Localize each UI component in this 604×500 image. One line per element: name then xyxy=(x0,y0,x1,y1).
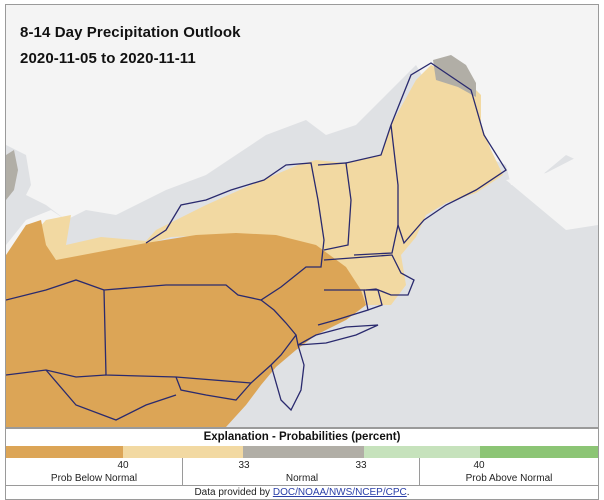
legend-divider xyxy=(419,458,420,485)
legend-tick-normal-high-33: 33 xyxy=(355,460,367,471)
legend-tick-below-40: 40 xyxy=(117,460,129,471)
legend-divider xyxy=(182,458,183,485)
legend-color-bar xyxy=(6,446,598,458)
region-below-33 xyxy=(28,65,503,305)
northeast-map-svg xyxy=(6,5,598,427)
legend-swatch-2 xyxy=(242,446,364,458)
legend-tick-normal-low-33: 33 xyxy=(238,460,250,471)
region-normal-west xyxy=(6,150,18,200)
legend-category-above: Prob Above Normal xyxy=(465,473,553,484)
legend: Explanation - Probabilities (percent) 40… xyxy=(5,428,599,500)
legend-tick-above-40: 40 xyxy=(473,460,485,471)
credit-link[interactable]: DOC/NOAA/NWS/NCEP/CPC xyxy=(272,487,407,498)
maritimes-land xyxy=(506,150,598,230)
credit-line: Data provided by DOC/NOAA/NWS/NCEP/CPC. xyxy=(6,487,598,498)
legend-category-normal: Normal xyxy=(285,473,319,484)
legend-swatch-4 xyxy=(479,446,598,458)
map-title: 8-14 Day Precipitation Outlook xyxy=(20,24,241,41)
legend-swatch-0 xyxy=(6,446,123,458)
credit-prefix: Data provided by xyxy=(194,487,273,498)
date-range: 2020-11-05 to 2020-11-11 xyxy=(20,50,196,67)
legend-category-below: Prob Below Normal xyxy=(50,473,138,484)
legend-swatch-1 xyxy=(123,446,243,458)
outlook-map: 8-14 Day Precipitation Outlook 2020-11-0… xyxy=(5,4,599,428)
credit-suffix: . xyxy=(406,487,410,498)
legend-title: Explanation - Probabilities (percent) xyxy=(203,431,401,443)
legend-swatch-3 xyxy=(363,446,480,458)
state-borders xyxy=(6,62,507,421)
legend-rule xyxy=(6,485,598,486)
